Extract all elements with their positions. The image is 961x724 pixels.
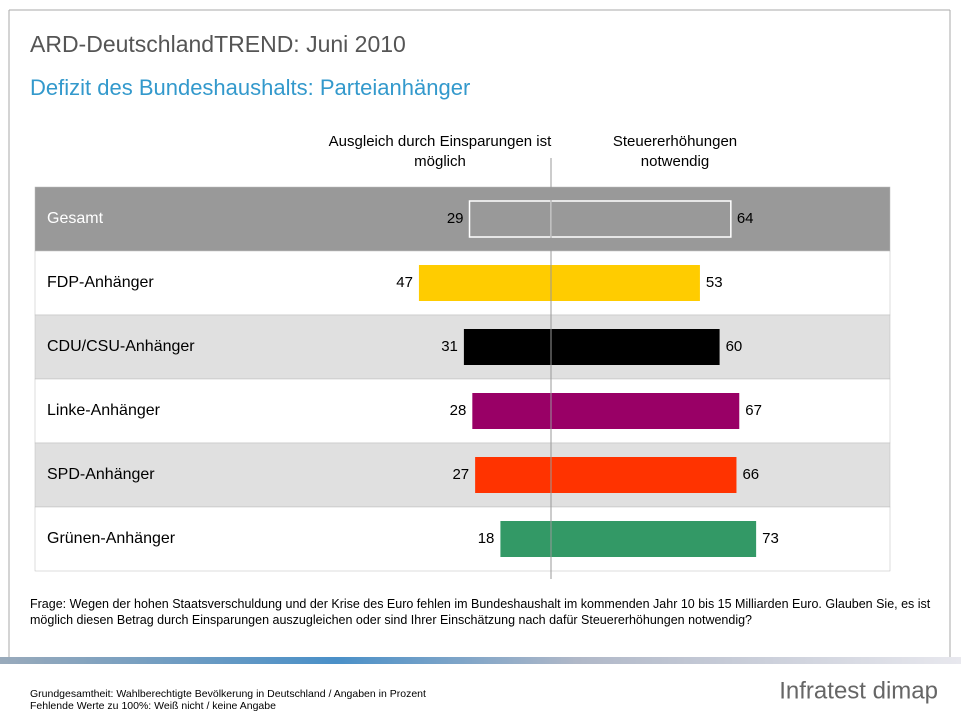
bar: [551, 265, 700, 301]
value-label: 29: [447, 210, 464, 227]
bar: [551, 329, 720, 365]
bar: [468, 200, 552, 238]
category-label: Gesamt: [47, 210, 104, 227]
bar: [463, 329, 551, 365]
category-label: Grünen-Anhänger: [47, 530, 176, 547]
bar: [550, 200, 732, 238]
bar: [500, 521, 551, 557]
column-header: Ausgleich durch Einsparungen ist möglich: [328, 133, 552, 170]
value-label: 73: [762, 530, 779, 547]
value-label: 64: [737, 210, 754, 227]
value-label: 53: [706, 274, 723, 291]
bar: [551, 457, 737, 493]
subtitle: Defizit des Bundeshaushalts: Parteianhän…: [30, 75, 470, 100]
category-label: FDP-Anhänger: [47, 274, 154, 291]
note: Fehlende Werte zu 100%: Weiß nicht / kei…: [30, 700, 276, 712]
bar: [551, 393, 740, 429]
value-label: 28: [450, 402, 467, 419]
note: Grundgesamtheit: Wahlberechtigte Bevölke…: [30, 688, 426, 700]
footer-stripe: [0, 657, 961, 664]
bar: [472, 393, 551, 429]
category-label: SPD-Anhänger: [47, 466, 155, 483]
bar: [418, 265, 551, 301]
bar: [475, 457, 551, 493]
row-background: [34, 314, 891, 380]
value-label: 27: [452, 466, 469, 483]
column-header: Steuererhöhungen notwendig: [612, 133, 738, 170]
question: Frage: Wegen der hohen Staatsverschuldun…: [30, 597, 931, 627]
category-label: CDU/CSU-Anhänger: [47, 338, 195, 355]
bar: [551, 521, 757, 557]
value-label: 66: [742, 466, 759, 483]
brand: Infratest dimap: [779, 677, 938, 704]
value-label: 31: [441, 338, 458, 355]
category-label: Linke-Anhänger: [47, 402, 161, 419]
value-label: 47: [396, 274, 413, 291]
value-label: 60: [726, 338, 743, 355]
row-background: [34, 378, 891, 444]
row-background: [34, 442, 891, 508]
value-label: 18: [478, 530, 495, 547]
title: ARD-DeutschlandTREND: Juni 2010: [30, 31, 406, 57]
row-background: [34, 186, 891, 252]
value-label: 67: [745, 402, 762, 419]
